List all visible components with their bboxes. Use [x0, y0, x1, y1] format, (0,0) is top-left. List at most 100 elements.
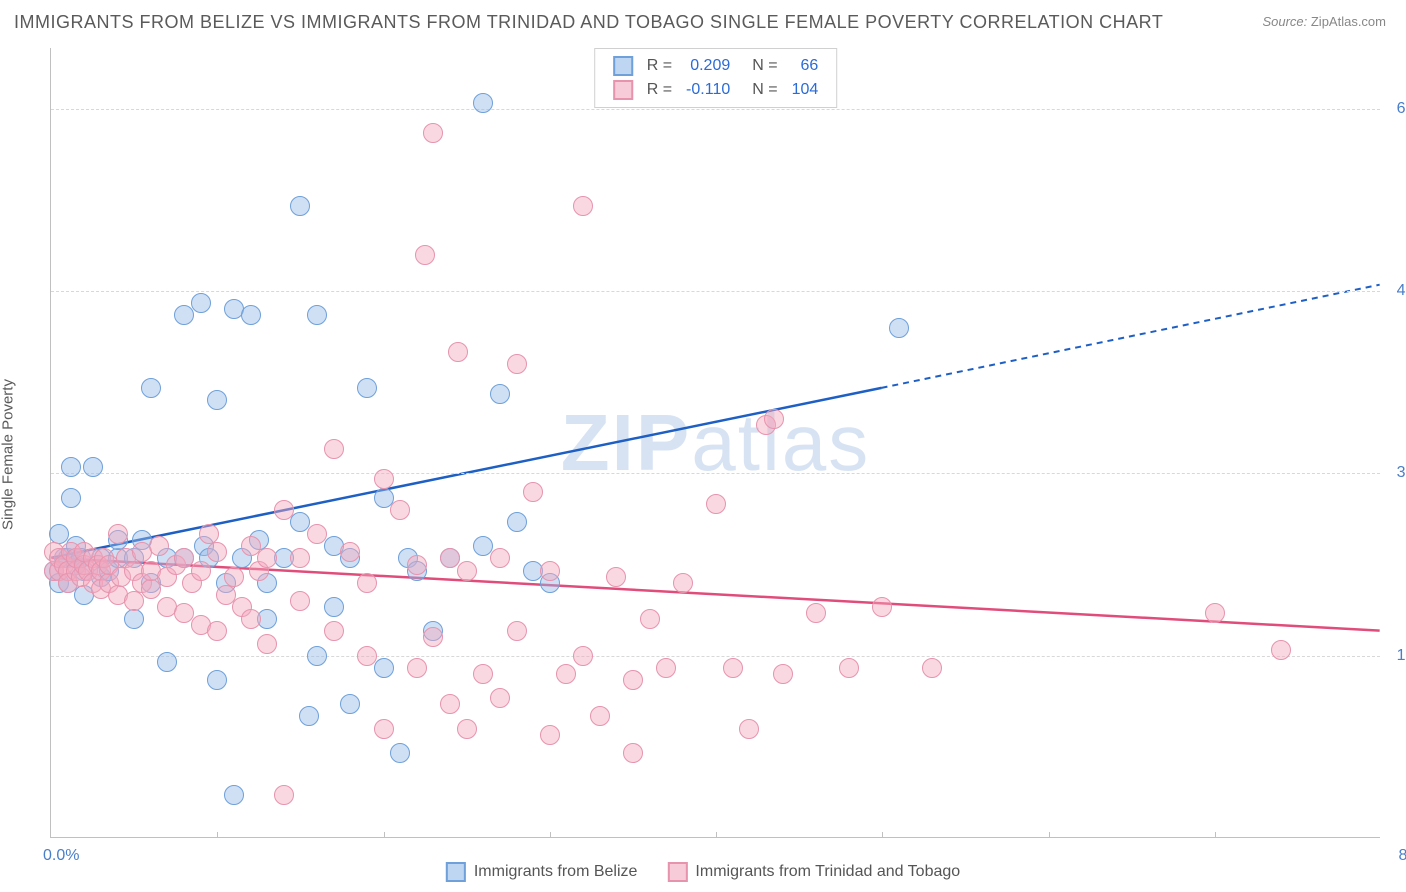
scatter-point — [207, 670, 227, 690]
scatter-point — [374, 658, 394, 678]
scatter-point — [224, 785, 244, 805]
legend-swatch — [446, 862, 466, 882]
scatter-point — [340, 694, 360, 714]
scatter-point — [457, 561, 477, 581]
trend-lines-svg — [51, 48, 1380, 837]
scatter-point — [241, 305, 261, 325]
gridline-h — [51, 291, 1380, 292]
scatter-point — [124, 591, 144, 611]
scatter-point — [407, 555, 427, 575]
scatter-point — [290, 548, 310, 568]
scatter-point — [490, 688, 510, 708]
scatter-point — [540, 561, 560, 581]
n-label: N = — [738, 55, 783, 77]
scatter-point — [274, 785, 294, 805]
scatter-point — [1271, 640, 1291, 660]
scatter-point — [723, 658, 743, 678]
scatter-point — [764, 409, 784, 429]
gridline-v — [716, 832, 717, 838]
scatter-point — [507, 354, 527, 374]
scatter-point — [407, 658, 427, 678]
scatter-point — [390, 743, 410, 763]
scatter-point — [299, 706, 319, 726]
correlation-table: R =0.209N =66R =-0.110N =104 — [605, 53, 827, 103]
scatter-point — [224, 567, 244, 587]
scatter-point — [174, 305, 194, 325]
scatter-point — [673, 573, 693, 593]
scatter-point — [374, 469, 394, 489]
source-prefix: Source: — [1262, 14, 1310, 29]
scatter-point — [490, 548, 510, 568]
scatter-point — [149, 536, 169, 556]
scatter-point — [773, 664, 793, 684]
scatter-point — [423, 123, 443, 143]
scatter-point — [83, 457, 103, 477]
scatter-point — [423, 627, 443, 647]
gridline-v — [384, 832, 385, 838]
gridline-h — [51, 109, 1380, 110]
scatter-point — [590, 706, 610, 726]
scatter-point — [556, 664, 576, 684]
y-tick-label: 30.0% — [1397, 464, 1406, 482]
scatter-point — [191, 561, 211, 581]
scatter-point — [922, 658, 942, 678]
scatter-point — [872, 597, 892, 617]
r-value: 0.209 — [680, 55, 736, 77]
scatter-point — [390, 500, 410, 520]
scatter-point — [324, 621, 344, 641]
scatter-point — [307, 524, 327, 544]
r-label: R = — [641, 79, 678, 101]
scatter-point — [490, 384, 510, 404]
scatter-point — [415, 245, 435, 265]
scatter-point — [507, 512, 527, 532]
x-min-label: 0.0% — [43, 847, 79, 865]
scatter-point — [207, 390, 227, 410]
scatter-point — [606, 567, 626, 587]
correlation-row: R =-0.110N =104 — [607, 79, 825, 101]
scatter-point — [241, 609, 261, 629]
legend-label: Immigrants from Trinidad and Tobago — [695, 863, 960, 881]
scatter-point — [457, 719, 477, 739]
n-label: N = — [738, 79, 783, 101]
legend-item: Immigrants from Belize — [446, 862, 638, 882]
scatter-point — [141, 579, 161, 599]
scatter-point — [157, 652, 177, 672]
scatter-point — [706, 494, 726, 514]
scatter-point — [839, 658, 859, 678]
scatter-point — [290, 196, 310, 216]
y-axis-label: Single Female Poverty — [0, 379, 17, 530]
source-attribution: Source: ZipAtlas.com — [1262, 14, 1386, 29]
correlation-legend: R =0.209N =66R =-0.110N =104 — [594, 48, 838, 108]
scatter-point — [623, 743, 643, 763]
scatter-point — [473, 664, 493, 684]
scatter-point — [357, 378, 377, 398]
scatter-point — [207, 542, 227, 562]
source-name: ZipAtlas.com — [1311, 14, 1386, 29]
x-max-label: 8.0% — [1399, 847, 1406, 865]
scatter-point — [357, 573, 377, 593]
scatter-point — [889, 318, 909, 338]
gridline-v — [550, 832, 551, 838]
scatter-point — [274, 500, 294, 520]
scatter-point — [124, 609, 144, 629]
scatter-point — [108, 524, 128, 544]
scatter-point — [207, 621, 227, 641]
scatter-point — [374, 719, 394, 739]
legend-swatch — [667, 862, 687, 882]
legend-item: Immigrants from Trinidad and Tobago — [667, 862, 960, 882]
scatter-point — [199, 524, 219, 544]
scatter-point — [324, 439, 344, 459]
scatter-point — [290, 591, 310, 611]
chart-container: IMMIGRANTS FROM BELIZE VS IMMIGRANTS FRO… — [0, 0, 1406, 892]
scatter-point — [191, 293, 211, 313]
scatter-point — [440, 694, 460, 714]
scatter-point — [573, 196, 593, 216]
n-value: 66 — [786, 55, 825, 77]
scatter-point — [257, 634, 277, 654]
scatter-point — [324, 597, 344, 617]
scatter-point — [739, 719, 759, 739]
gridline-v — [882, 832, 883, 838]
scatter-point — [640, 609, 660, 629]
scatter-point — [623, 670, 643, 690]
series-legend: Immigrants from Belize Immigrants from Tr… — [446, 862, 960, 882]
